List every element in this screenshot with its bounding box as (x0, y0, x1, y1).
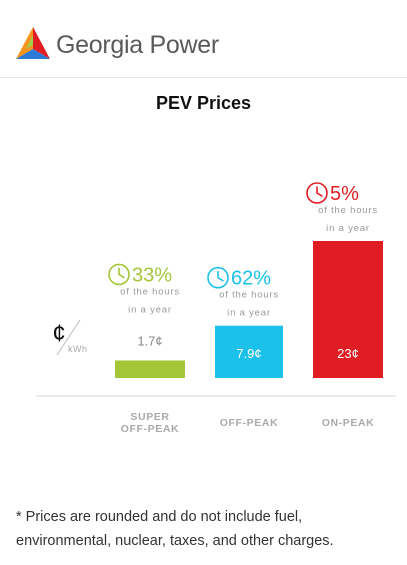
clock-icon (306, 182, 328, 204)
cent-symbol: ¢ (52, 320, 65, 347)
category-label-2: ON-PEAK (322, 417, 375, 429)
footnote: * Prices are rounded and do not include … (16, 509, 334, 549)
hours-note-line-2: in a year (326, 223, 370, 234)
clock-icon (207, 266, 229, 289)
value-label-1: 7.9¢ (236, 346, 261, 361)
hours-percent-0: 33% (132, 264, 172, 286)
brand-name: Georgia Power (56, 31, 219, 59)
category-label-0: SUPER (130, 411, 169, 423)
chart-title: PEV Prices (155, 93, 252, 113)
hours-percent-2: 5% (330, 183, 359, 205)
bar-0 (115, 360, 185, 378)
value-label-2: 23¢ (337, 346, 359, 361)
header: Georgia Power (0, 0, 407, 78)
unit-divider (56, 319, 81, 356)
triangle-logo-icon (16, 27, 50, 59)
category-label-1: OFF-PEAK (220, 417, 278, 429)
value-label-0: 1.7¢ (137, 333, 162, 348)
clock-icon (108, 263, 130, 286)
hours-note-line-1: of the hours (219, 290, 279, 301)
georgia-power-logo[interactable]: Georgia Power (16, 27, 219, 67)
hours-percent-1: 62% (231, 268, 271, 290)
kwh-label: kWh (68, 344, 88, 354)
category-label-0: OFF-PEAK (121, 423, 179, 435)
hours-note-line-1: of the hours (120, 286, 180, 297)
hours-note-line-2: in a year (227, 308, 271, 319)
hours-note-line-1: of the hours (318, 205, 378, 216)
bar-2 (313, 241, 383, 378)
bar-1 (215, 325, 283, 378)
hours-note-line-2: in a year (128, 304, 172, 315)
